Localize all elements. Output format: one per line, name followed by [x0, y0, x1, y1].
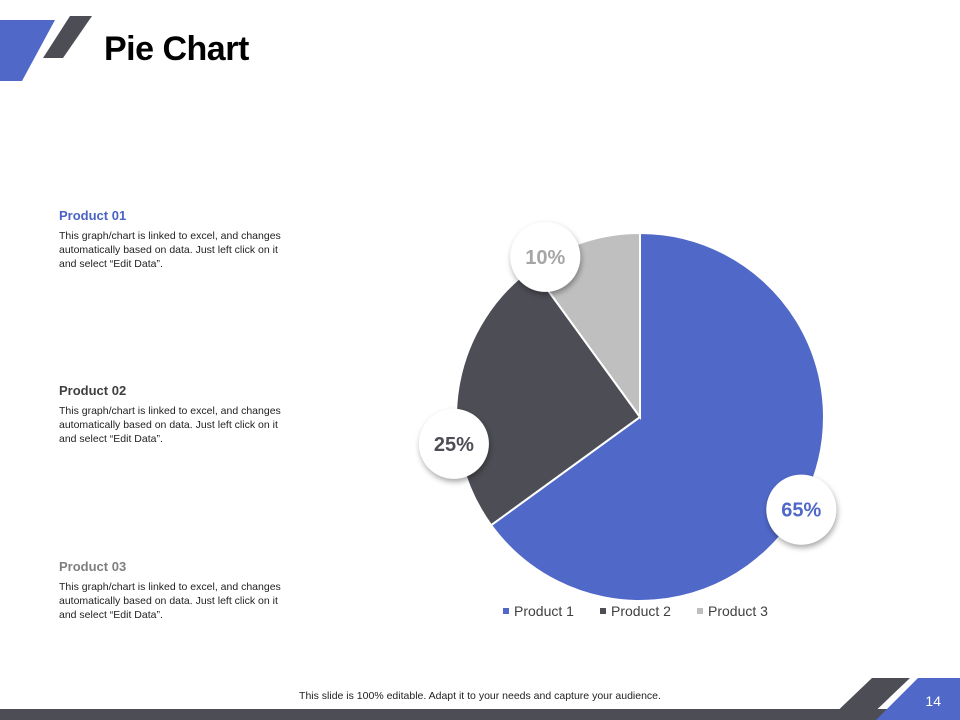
corner-decoration [0, 16, 92, 81]
legend-item-2: Product 2 [600, 603, 671, 619]
page-number: 14 [925, 693, 941, 709]
product-01-heading: Product 01 [59, 208, 127, 223]
pie-legend: Product 1 Product 2 Product 3 [503, 603, 768, 619]
pie-data-label-1: 65% [781, 500, 821, 522]
legend-label-2: Product 2 [611, 603, 671, 619]
product-03-description: This graph/chart is linked to excel, and… [59, 581, 281, 621]
footer-blue-block [876, 678, 960, 720]
footer-dark-stripe [828, 678, 910, 720]
pie-data-label-2: 25% [434, 434, 474, 456]
product-01-block: Product 01 This graph/chart is linked to… [59, 208, 299, 271]
pie-labels: 65% 25% 10% [418, 221, 837, 545]
legend-swatch-3 [697, 608, 703, 614]
page-title: Pie Chart [104, 30, 249, 68]
pie-data-label-3: 10% [525, 247, 565, 269]
pie-slice-2 [455, 266, 642, 527]
product-02-block: Product 02 This graph/chart is linked to… [59, 383, 299, 446]
product-03-block: Product 03 This graph/chart is linked to… [59, 559, 299, 622]
pie-label-bubble-1: 65% [766, 474, 837, 545]
pie-label-bubble-3: 10% [510, 221, 581, 292]
pie-label-bubble-2: 25% [418, 408, 489, 479]
pie-label-circle-1 [766, 474, 837, 545]
corner-blue-shape [0, 20, 55, 81]
legend-item-3: Product 3 [697, 603, 768, 619]
product-03-heading: Product 03 [59, 559, 127, 574]
pie-label-circle-2 [418, 408, 489, 479]
legend-label-1: Product 1 [514, 603, 574, 619]
footer-gray-bar [0, 709, 960, 720]
legend-swatch-2 [600, 608, 606, 614]
footer-note: This slide is 100% editable. Adapt it to… [299, 690, 661, 702]
product-02-heading: Product 02 [59, 383, 127, 398]
corner-dark-stripe [43, 16, 92, 58]
product-02-description: This graph/chart is linked to excel, and… [59, 405, 281, 445]
legend-label-3: Product 3 [708, 603, 768, 619]
pie-label-circle-3 [510, 221, 581, 292]
product-01-description: This graph/chart is linked to excel, and… [59, 230, 281, 270]
legend-item-1: Product 1 [503, 603, 574, 619]
legend-swatch-1 [503, 608, 509, 614]
